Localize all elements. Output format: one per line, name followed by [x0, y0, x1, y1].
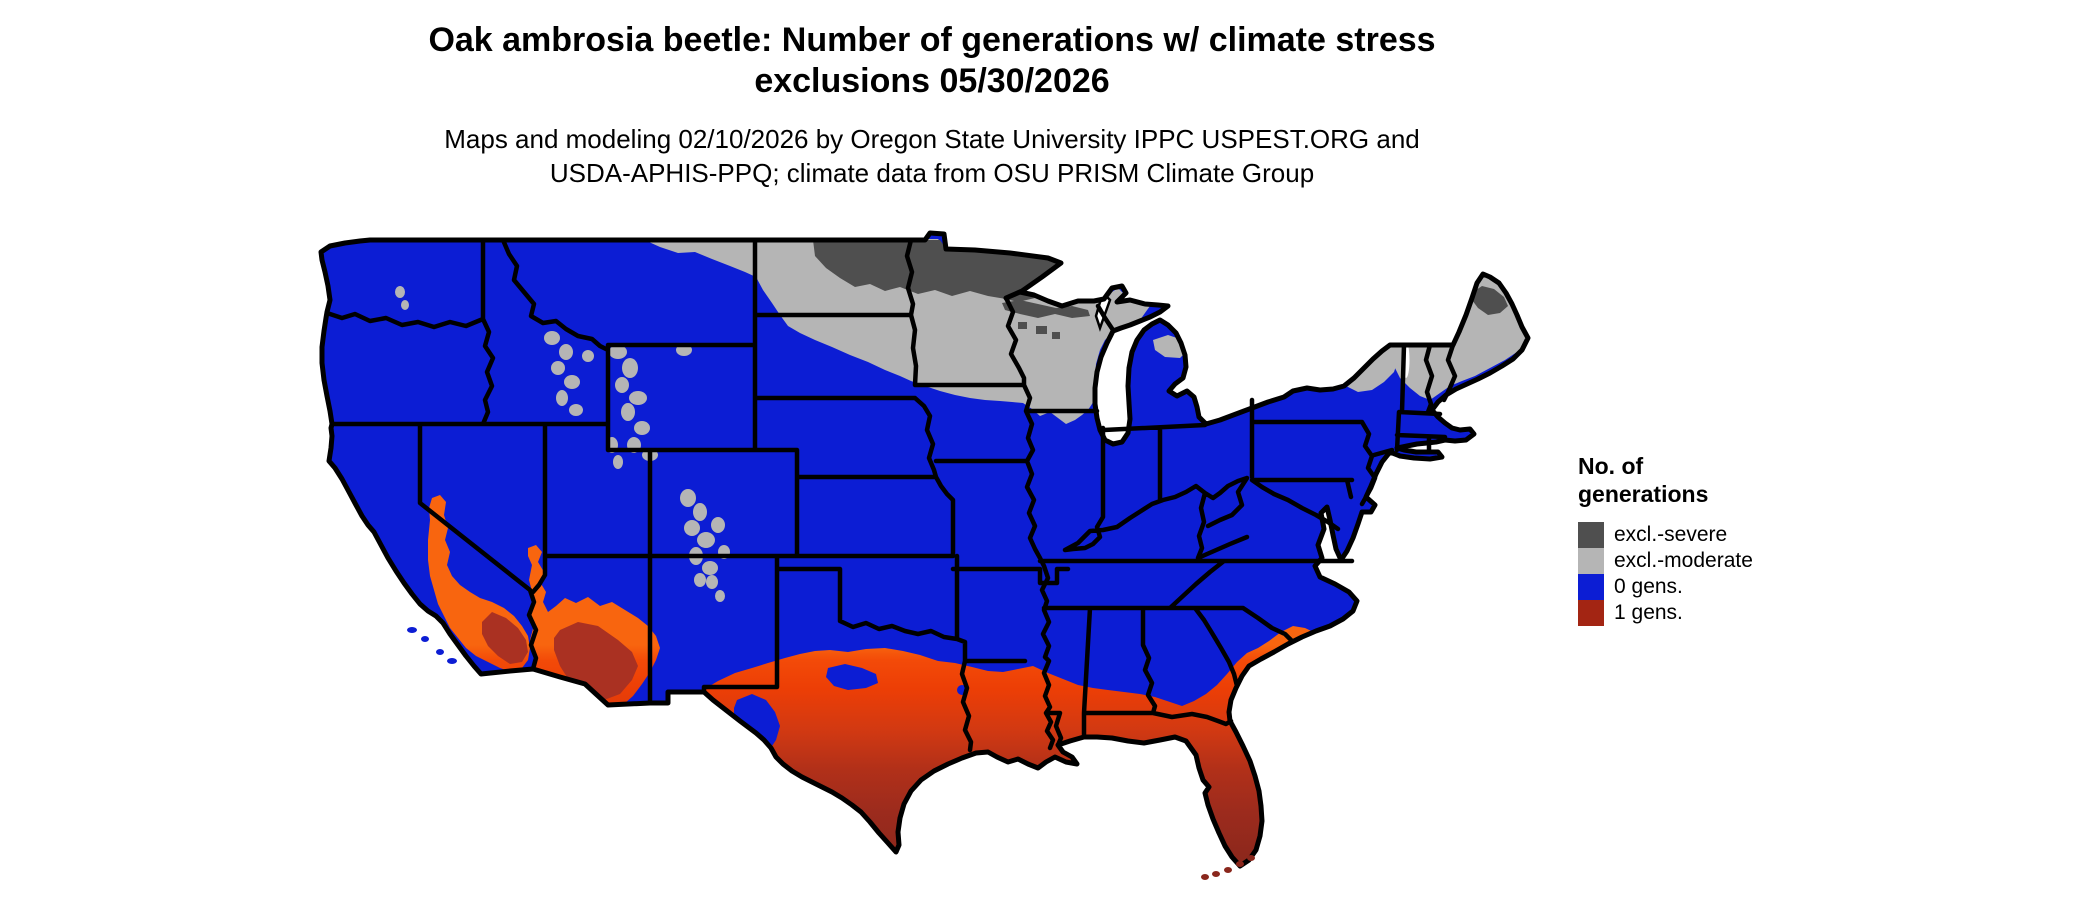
north-dakota-minnesota-severe: [813, 240, 1061, 302]
map-subtitle-line1: Maps and modeling 02/10/2026 by Oregon S…: [444, 124, 1420, 154]
legend-swatch-excl-severe: [1578, 522, 1604, 548]
legend-swatch-0-gens: [1578, 574, 1604, 600]
legend-title: No. of generations: [1578, 452, 1978, 508]
florida-keys: [1201, 855, 1255, 880]
california-red-core: [482, 612, 528, 664]
state-borders: [324, 237, 1458, 753]
maine-severe-patch: [1472, 286, 1508, 315]
legend-row-0-gens: 0 gens.: [1578, 574, 1978, 600]
legend-label-excl-moderate: excl.-moderate: [1614, 549, 1753, 572]
legend: No. of generations excl.-severe excl.-mo…: [1578, 452, 1978, 626]
wisconsin-severe-strip: [1002, 300, 1090, 318]
map-subtitle-line2: USDA-APHIS-PPQ; climate data from OSU PR…: [549, 158, 1315, 188]
legend-label-excl-severe: excl.-severe: [1614, 523, 1728, 546]
title-block: Oak ambrosia beetle: Number of generatio…: [0, 20, 1864, 102]
texas-caprock-pocket: [826, 664, 878, 690]
legend-row-1-gens: 1 gens.: [1578, 600, 1978, 626]
legend-title-line1: No. of: [1578, 453, 1644, 479]
legend-title-line2: generations: [1578, 481, 1709, 507]
map-title-line2: exclusions 05/30/2026: [754, 62, 1110, 100]
north-plains-gray-band: [640, 238, 1168, 424]
us-outline: [318, 230, 1531, 869]
subtitle-block: Maps and modeling 02/10/2026 by Oregon S…: [0, 122, 1864, 190]
legend-swatch-excl-moderate: [1578, 548, 1604, 574]
region-excl-severe: [813, 240, 1508, 339]
legend-rows: excl.-severe excl.-moderate 0 gens. 1 ge…: [1578, 522, 1978, 626]
channel-islands: [407, 627, 457, 664]
legend-label-0-gens: 0 gens.: [1614, 575, 1683, 598]
map-title-line1: Oak ambrosia beetle: Number of generatio…: [428, 21, 1436, 59]
legend-row-excl-moderate: excl.-moderate: [1578, 548, 1978, 574]
legend-swatch-1-gens: [1578, 600, 1604, 626]
legend-label-1-gens: 1 gens.: [1614, 601, 1683, 624]
legend-row-excl-severe: excl.-severe: [1578, 522, 1978, 548]
